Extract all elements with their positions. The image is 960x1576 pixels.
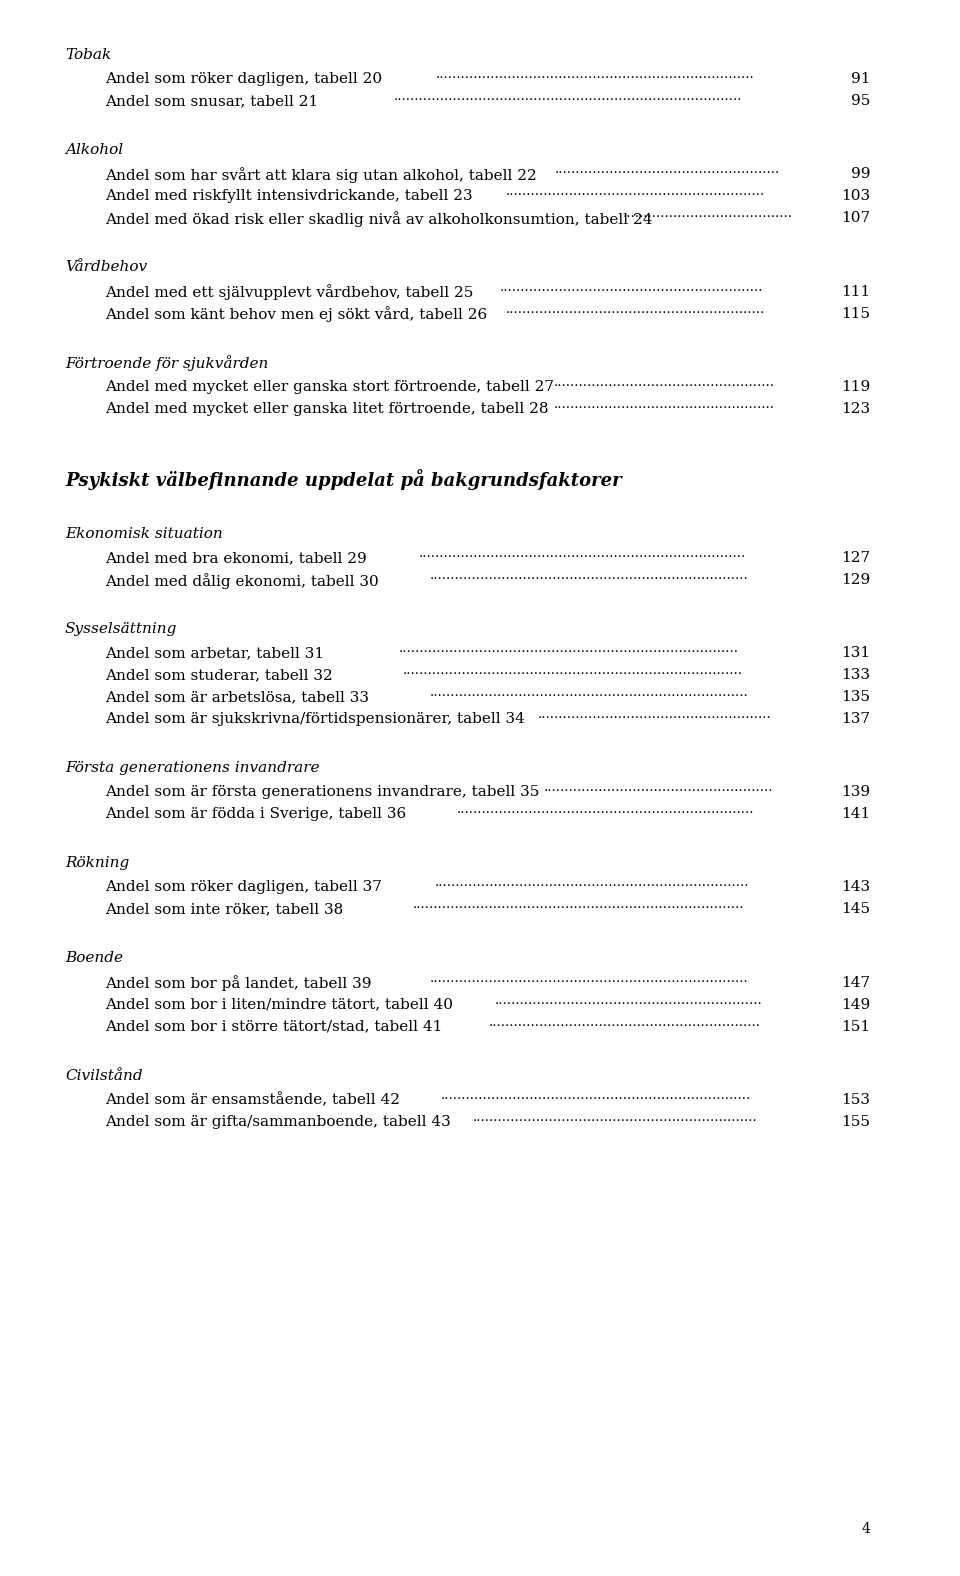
- Text: Andel som röker dagligen, tabell 37: Andel som röker dagligen, tabell 37: [105, 881, 382, 895]
- Text: 91: 91: [851, 72, 870, 87]
- Text: Andel som är födda i Sverige, tabell 36: Andel som är födda i Sverige, tabell 36: [105, 807, 406, 821]
- Text: Ekonomisk situation: Ekonomisk situation: [65, 526, 223, 541]
- Text: ......................................................................: ........................................…: [457, 804, 754, 816]
- Text: 137: 137: [841, 712, 870, 727]
- Text: Andel med mycket eller ganska stort förtroende, tabell 27: Andel med mycket eller ganska stort fört…: [105, 380, 554, 394]
- Text: 139: 139: [841, 785, 870, 799]
- Text: 95: 95: [851, 95, 870, 109]
- Text: 111: 111: [841, 285, 870, 298]
- Text: Sysselsättning: Sysselsättning: [65, 623, 178, 635]
- Text: Andel med ökad risk eller skadlig nivå av alkoholkonsumtion, tabell 24: Andel med ökad risk eller skadlig nivå a…: [105, 211, 653, 227]
- Text: Andel som bor i liten/mindre tätort, tabell 40: Andel som bor i liten/mindre tätort, tab…: [105, 998, 453, 1012]
- Text: Andel med mycket eller ganska litet förtroende, tabell 28: Andel med mycket eller ganska litet fört…: [105, 402, 548, 416]
- Text: ......................................................: ........................................…: [543, 782, 773, 794]
- Text: 131: 131: [841, 646, 870, 660]
- Text: ........................................: ........................................: [623, 208, 793, 221]
- Text: Andel som röker dagligen, tabell 20: Andel som röker dagligen, tabell 20: [105, 72, 382, 87]
- Text: Andel med riskfyllt intensivdrickande, tabell 23: Andel med riskfyllt intensivdrickande, t…: [105, 189, 472, 203]
- Text: 143: 143: [841, 881, 870, 895]
- Text: Första generationens invandrare: Första generationens invandrare: [65, 761, 320, 775]
- Text: 141: 141: [841, 807, 870, 821]
- Text: ................................................................: ........................................…: [489, 1015, 761, 1029]
- Text: Andel med dålig ekonomi, tabell 30: Andel med dålig ekonomi, tabell 30: [105, 572, 379, 589]
- Text: 115: 115: [841, 307, 870, 320]
- Text: 107: 107: [841, 211, 870, 225]
- Text: Andel med bra ekonomi, tabell 29: Andel med bra ekonomi, tabell 29: [105, 550, 367, 564]
- Text: 133: 133: [841, 668, 870, 682]
- Text: .............................................................................: ........................................…: [419, 547, 746, 559]
- Text: 99: 99: [851, 167, 870, 181]
- Text: ................................................................................: ........................................…: [402, 663, 742, 678]
- Text: Andel som har svårt att klara sig utan alkohol, tabell 22: Andel som har svårt att klara sig utan a…: [105, 167, 537, 183]
- Text: Andel med ett självupplevt vårdbehov, tabell 25: Andel med ett självupplevt vårdbehov, ta…: [105, 285, 473, 301]
- Text: 155: 155: [841, 1114, 870, 1128]
- Text: Civilstånd: Civilstånd: [65, 1069, 143, 1083]
- Text: ...........................................................................: ........................................…: [429, 569, 748, 582]
- Text: ....................................................: ........................................…: [554, 397, 775, 411]
- Text: 123: 123: [841, 402, 870, 416]
- Text: ...........................................................................: ........................................…: [436, 68, 755, 82]
- Text: ................................................................................: ........................................…: [399, 641, 739, 656]
- Text: Andel som bor i större tätort/stad, tabell 41: Andel som bor i större tätort/stad, tabe…: [105, 1020, 443, 1034]
- Text: Andel som arbetar, tabell 31: Andel som arbetar, tabell 31: [105, 646, 324, 660]
- Text: 145: 145: [841, 903, 870, 916]
- Text: Andel som är ensamstående, tabell 42: Andel som är ensamstående, tabell 42: [105, 1092, 400, 1108]
- Text: .........................................................................: ........................................…: [441, 1089, 751, 1102]
- Text: ................................................................................: ........................................…: [395, 90, 743, 104]
- Text: ..............................................................................: ........................................…: [413, 898, 745, 911]
- Text: Psykiskt välbefinnande uppdelat på bakgrundsfaktorer: Psykiskt välbefinnande uppdelat på bakgr…: [65, 468, 622, 490]
- Text: Rökning: Rökning: [65, 856, 130, 870]
- Text: ..............................................................: ........................................…: [500, 281, 763, 293]
- Text: Boende: Boende: [65, 952, 123, 966]
- Text: 135: 135: [841, 690, 870, 704]
- Text: .....................................................: ........................................…: [555, 164, 780, 177]
- Text: ...........................................................................: ........................................…: [429, 686, 748, 700]
- Text: ...........................................................................: ........................................…: [429, 972, 748, 985]
- Text: 119: 119: [841, 380, 870, 394]
- Text: Andel som är första generationens invandrare, tabell 35: Andel som är första generationens invand…: [105, 785, 540, 799]
- Text: Andel som känt behov men ej sökt vård, tabell 26: Andel som känt behov men ej sökt vård, t…: [105, 307, 488, 323]
- Text: 151: 151: [841, 1020, 870, 1034]
- Text: Andel som är sjukskrivna/förtidspensionärer, tabell 34: Andel som är sjukskrivna/förtidspensionä…: [105, 712, 525, 727]
- Text: 103: 103: [841, 189, 870, 203]
- Text: 129: 129: [841, 572, 870, 586]
- Text: ....................................................: ........................................…: [554, 375, 775, 389]
- Text: Förtroende för sjukvården: Förtroende för sjukvården: [65, 356, 269, 372]
- Text: Andel som inte röker, tabell 38: Andel som inte röker, tabell 38: [105, 903, 344, 916]
- Text: 4: 4: [861, 1522, 870, 1537]
- Text: 147: 147: [841, 976, 870, 990]
- Text: Andel som är arbetslösa, tabell 33: Andel som är arbetslösa, tabell 33: [105, 690, 369, 704]
- Text: ...............................................................: ........................................…: [494, 993, 762, 1007]
- Text: ..........................................................................: ........................................…: [435, 876, 750, 889]
- Text: 149: 149: [841, 998, 870, 1012]
- Text: .......................................................: ........................................…: [538, 708, 772, 722]
- Text: .............................................................: ........................................…: [505, 186, 764, 199]
- Text: Andel som studerar, tabell 32: Andel som studerar, tabell 32: [105, 668, 333, 682]
- Text: Alkohol: Alkohol: [65, 143, 123, 158]
- Text: Andel som är gifta/sammanboende, tabell 43: Andel som är gifta/sammanboende, tabell …: [105, 1114, 451, 1128]
- Text: .............................................................: ........................................…: [505, 303, 764, 315]
- Text: 127: 127: [841, 550, 870, 564]
- Text: ...................................................................: ........................................…: [473, 1111, 757, 1124]
- Text: Andel som bor på landet, tabell 39: Andel som bor på landet, tabell 39: [105, 976, 372, 991]
- Text: Andel som snusar, tabell 21: Andel som snusar, tabell 21: [105, 95, 319, 109]
- Text: Vårdbehov: Vårdbehov: [65, 260, 147, 274]
- Text: 153: 153: [841, 1092, 870, 1106]
- Text: Tobak: Tobak: [65, 47, 111, 61]
